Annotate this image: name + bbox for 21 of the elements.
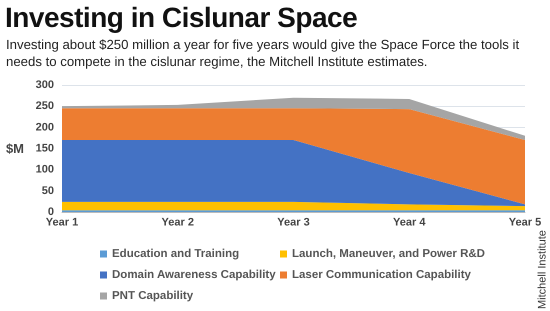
legend-label: Launch, Maneuver, and Power R&D xyxy=(292,248,485,260)
legend-label: Domain Awareness Capability xyxy=(112,269,276,281)
legend-label: PNT Capability xyxy=(112,290,194,302)
chart-subtitle: Investing about $250 million a year for five years would give the Space Force the tools it needs to compete in the cislunar regime, the Mitchell Institute estimates. xyxy=(6,36,520,70)
y-tick-label: 200 xyxy=(36,121,54,134)
y-tick-label: 300 xyxy=(36,79,54,91)
x-tick-label: Year 2 xyxy=(162,216,194,228)
y-tick-label: 100 xyxy=(36,164,54,176)
x-tick-label: Year 3 xyxy=(277,216,310,228)
y-tick-label: 150 xyxy=(36,142,54,154)
x-tick-label: Year 1 xyxy=(46,216,78,228)
text: Mitchell Institute xyxy=(536,230,548,309)
legend-label: Laser Communication Capability xyxy=(292,269,472,281)
x-tick-label: Year 5 xyxy=(508,216,542,228)
y-axis-title: $M xyxy=(6,141,24,156)
x-tick-label: Year 4 xyxy=(393,216,426,228)
chart-title: Investing in Cislunar Space xyxy=(5,2,358,34)
y-tick-label: 50 xyxy=(42,184,54,197)
legend-label: Education and Training xyxy=(112,248,240,260)
y-tick-label: 250 xyxy=(36,100,54,112)
y-tick-label: 0 xyxy=(48,206,54,218)
